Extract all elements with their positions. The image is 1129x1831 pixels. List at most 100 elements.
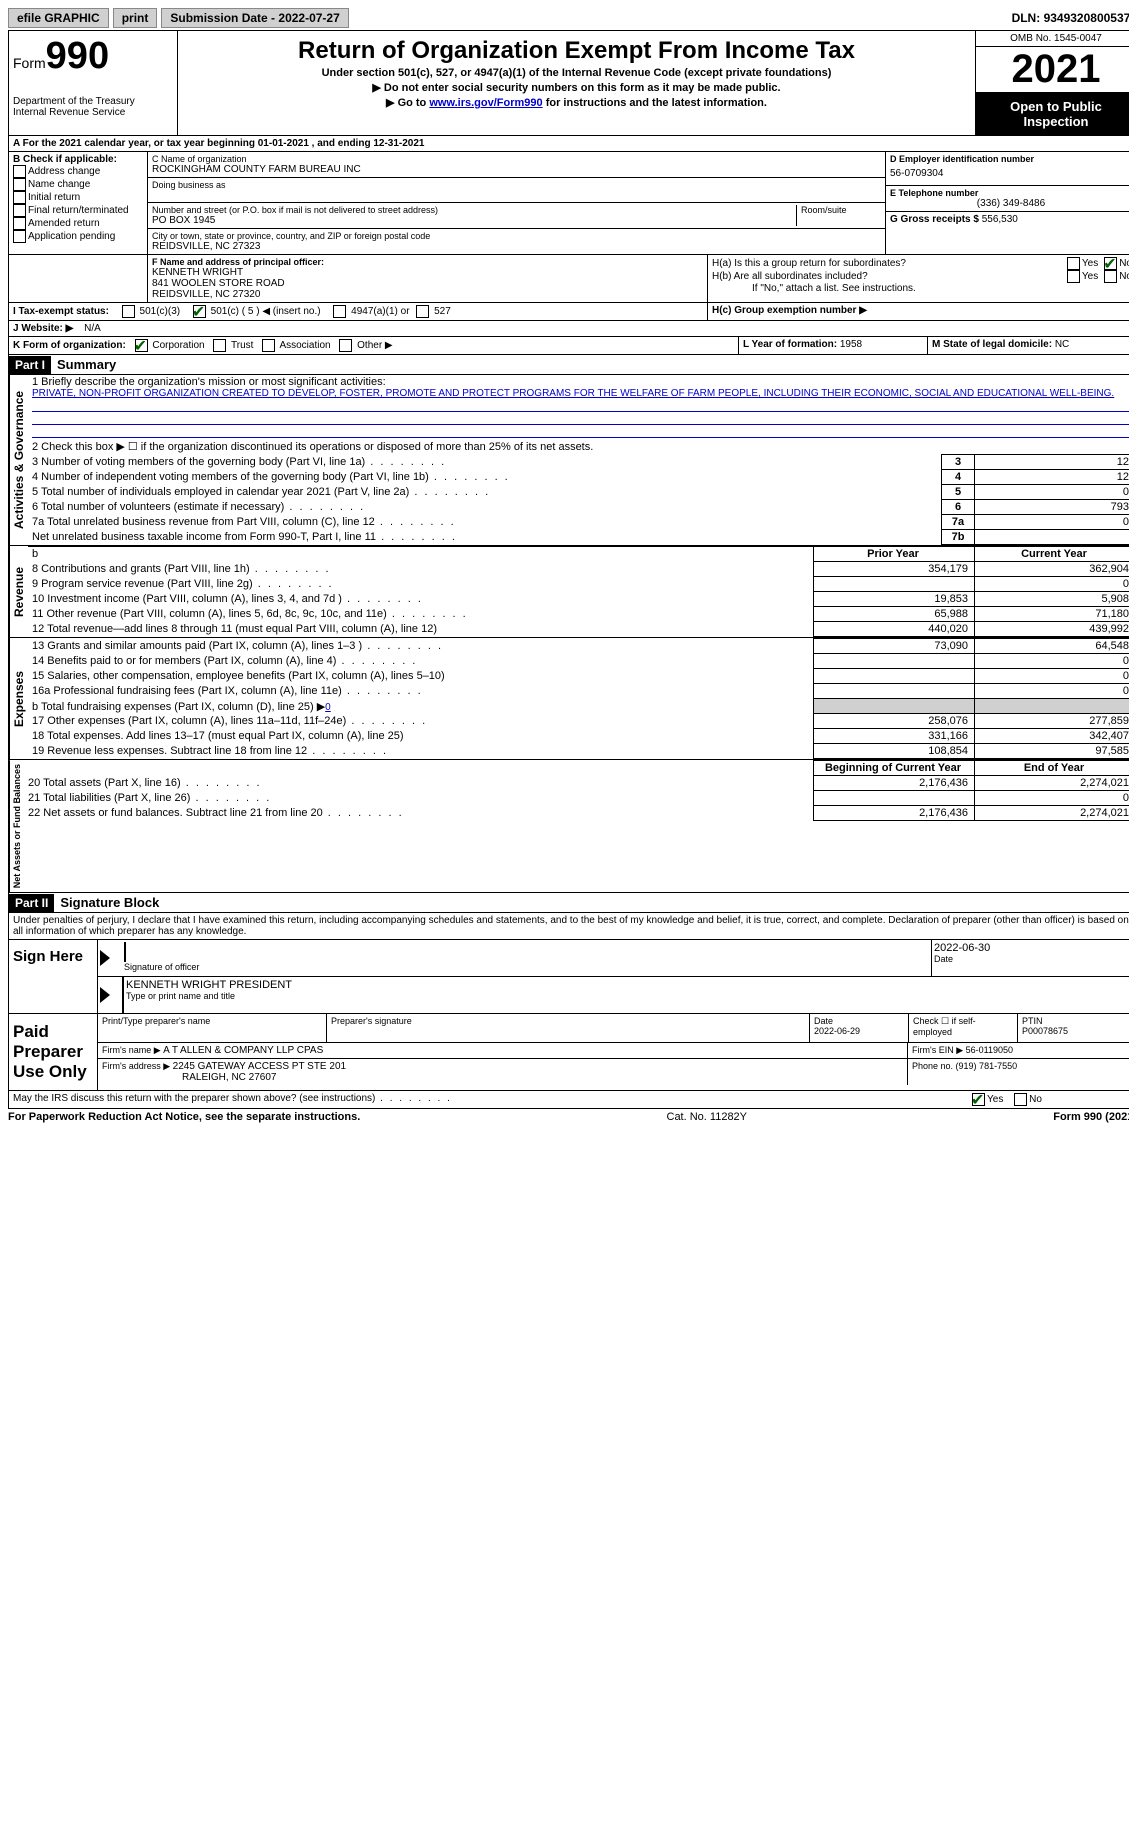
- l16b: b Total fundraising expenses (Part IX, c…: [28, 699, 814, 714]
- gross-value: 556,530: [982, 214, 1018, 225]
- chk-other[interactable]: [339, 339, 352, 352]
- l21: 21 Total liabilities (Part X, line 26): [24, 791, 814, 806]
- chk-501c3[interactable]: [122, 305, 135, 318]
- type-name-label: Type or print name and title: [126, 991, 1129, 1001]
- note2-prefix: ▶ Go to: [386, 97, 429, 109]
- print-button[interactable]: print: [113, 8, 158, 28]
- arrow-icon-2: [100, 987, 110, 1003]
- prep-date-label: Date: [814, 1016, 904, 1026]
- l22: 22 Net assets or fund balances. Subtract…: [24, 806, 814, 821]
- perjury-text: Under penalties of perjury, I declare th…: [9, 913, 1129, 939]
- j-label: J Website: ▶: [13, 323, 73, 334]
- l-label: L Year of formation:: [743, 339, 840, 350]
- sign-here-block: Sign Here Signature of officer 2022-06-3…: [8, 940, 1129, 1014]
- form-number: Form990: [13, 35, 173, 78]
- v6: 793: [975, 500, 1129, 515]
- opt-address[interactable]: Address change: [13, 165, 143, 178]
- governance-section: Activities & Governance 1 Briefly descri…: [8, 375, 1129, 546]
- lbl-501c: 501(c) ( 5 ) ◀ (insert no.): [211, 306, 321, 317]
- f-label: F Name and address of principal officer:: [152, 257, 703, 267]
- hc-label: H(c) Group exemption number ▶: [712, 305, 867, 316]
- ha-yes[interactable]: [1067, 257, 1080, 270]
- firm-name-label: Firm's name ▶: [102, 1045, 163, 1055]
- opt-1: Name change: [28, 179, 90, 190]
- part2-header-row: Part II Signature Block: [8, 893, 1129, 913]
- c14: 0: [975, 654, 1129, 669]
- opt-name[interactable]: Name change: [13, 178, 143, 191]
- check-self[interactable]: Check ☐ if self-employed: [909, 1014, 1018, 1042]
- v3: 12: [975, 455, 1129, 470]
- e20: 2,274,021: [975, 776, 1129, 791]
- discuss-yes[interactable]: [972, 1093, 985, 1106]
- no-1: No: [1119, 258, 1129, 269]
- dln-label: DLN:: [1012, 11, 1044, 25]
- vlabel-net: Net Assets or Fund Balances: [9, 760, 24, 892]
- period-begin: 01-01-2021: [258, 138, 309, 149]
- opt-2: Initial return: [28, 192, 80, 203]
- hb-label: H(b) Are all subordinates included?: [712, 271, 1067, 282]
- v5: 0: [975, 485, 1129, 500]
- l6: 6 Total number of volunteers (estimate i…: [28, 500, 942, 515]
- officer-block: F Name and address of principal officer:…: [8, 255, 1129, 303]
- l4: 4 Number of independent voting members o…: [28, 470, 942, 485]
- hb-yes[interactable]: [1067, 270, 1080, 283]
- p15: [814, 669, 975, 684]
- b20: 2,176,436: [814, 776, 975, 791]
- opt-final[interactable]: Final return/terminated: [13, 204, 143, 217]
- phone-label: E Telephone number: [890, 188, 1129, 198]
- l3: 3 Number of voting members of the govern…: [28, 455, 942, 470]
- l11: 11 Other revenue (Part VIII, column (A),…: [28, 607, 814, 622]
- c11: 71,180: [975, 607, 1129, 622]
- officer-addr2: REIDSVILLE, NC 27320: [152, 289, 703, 300]
- yes-2: Yes: [1082, 271, 1098, 282]
- opt-3: Final return/terminated: [28, 205, 129, 216]
- ha-no[interactable]: [1104, 257, 1117, 270]
- c10: 5,908: [975, 592, 1129, 607]
- chk-corp[interactable]: [135, 339, 148, 352]
- chk-501c[interactable]: [193, 305, 206, 318]
- p19: 108,854: [814, 744, 975, 759]
- preparer-sig-label: Preparer's signature: [331, 1016, 805, 1026]
- hb-no[interactable]: [1104, 270, 1117, 283]
- org-city: REIDSVILLE, NC 27323: [152, 241, 881, 252]
- lbl-501c3: 501(c)(3): [140, 306, 181, 317]
- city-label: City or town, state or province, country…: [152, 231, 881, 241]
- vlabel-exp: Expenses: [9, 638, 28, 759]
- l16a: 16a Professional fundraising fees (Part …: [28, 684, 814, 699]
- opt-pending[interactable]: Application pending: [13, 230, 143, 243]
- chk-assoc[interactable]: [262, 339, 275, 352]
- chk-trust[interactable]: [213, 339, 226, 352]
- dln-value: 93493208005372: [1044, 11, 1129, 25]
- dept-treasury: Department of the Treasury: [13, 96, 173, 107]
- opt-initial[interactable]: Initial return: [13, 191, 143, 204]
- paid-label: Paid Preparer Use Only: [9, 1014, 98, 1090]
- p11: 65,988: [814, 607, 975, 622]
- period-mid: , and ending: [309, 138, 373, 149]
- arrow-icon: [100, 950, 110, 966]
- p18: 331,166: [814, 729, 975, 744]
- opt-amended[interactable]: Amended return: [13, 217, 143, 230]
- submission-label: Submission Date -: [170, 11, 278, 25]
- discuss-no[interactable]: [1014, 1093, 1027, 1106]
- chk-527[interactable]: [416, 305, 429, 318]
- print-preparer-label: Print/Type preparer's name: [102, 1016, 322, 1026]
- part2-title: Signature Block: [54, 893, 165, 912]
- part1-header-row: Part I Summary: [8, 355, 1129, 375]
- period-row: A For the 2021 calendar year, or tax yea…: [8, 136, 1129, 152]
- revenue-section: Revenue bPrior YearCurrent Year 8 Contri…: [8, 546, 1129, 638]
- firm-addr2: RALEIGH, NC 27607: [102, 1072, 903, 1083]
- l10: 10 Investment income (Part VIII, column …: [28, 592, 814, 607]
- l12: 12 Total revenue—add lines 8 through 11 …: [28, 622, 814, 637]
- firm-phone: (919) 781-7550: [956, 1061, 1018, 1071]
- i-label: I Tax-exempt status:: [13, 306, 109, 317]
- yes-1: Yes: [1082, 258, 1098, 269]
- discuss-no-lbl: No: [1029, 1094, 1042, 1105]
- l1-label: 1 Briefly describe the organization's mi…: [32, 376, 1129, 388]
- irs-link[interactable]: www.irs.gov/Form990: [429, 97, 542, 109]
- addr-label: Number and street (or P.O. box if mail i…: [152, 205, 796, 215]
- l13: 13 Grants and similar amounts paid (Part…: [28, 639, 814, 654]
- chk-4947[interactable]: [333, 305, 346, 318]
- p8: 354,179: [814, 562, 975, 577]
- lbl-other: Other ▶: [357, 340, 392, 351]
- opt-5: Application pending: [28, 231, 115, 242]
